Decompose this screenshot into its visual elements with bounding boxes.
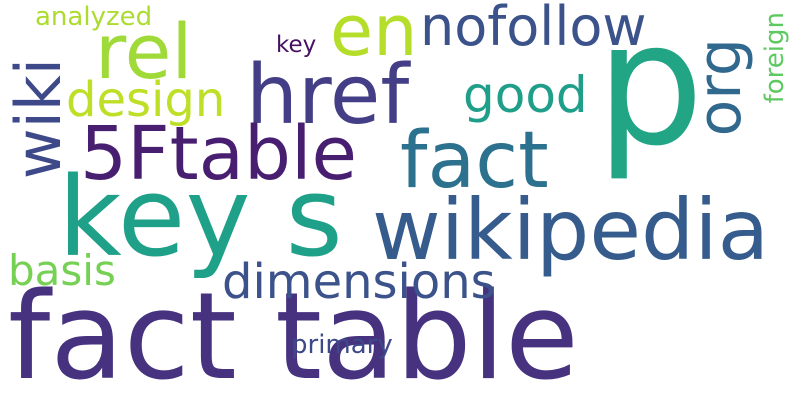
word-rel: rel (95, 7, 193, 96)
word-foreign: foreign (760, 12, 790, 104)
word-good: good (463, 66, 588, 124)
word-fact: fact (400, 116, 549, 206)
word-dimensions: dimensions (222, 254, 496, 310)
word-design: design (66, 72, 226, 128)
word-fact-table: fact table (8, 268, 579, 400)
word-p: p (596, 0, 704, 184)
word-key: key (276, 32, 317, 58)
word-wikipedia: wikipedia (372, 181, 770, 279)
word-href: href (246, 48, 410, 143)
word-en: en (330, 0, 418, 72)
word-primary: primary (291, 330, 393, 360)
word-wiki: wiki (2, 58, 75, 180)
word-5ftable: 5Ftable (80, 111, 358, 197)
word-org: org (685, 38, 755, 137)
word-nofollow: nofollow (420, 0, 647, 58)
word-basis: basis (8, 246, 116, 295)
word-analyzed: analyzed (35, 2, 153, 32)
word-key-s: key s (58, 153, 343, 281)
